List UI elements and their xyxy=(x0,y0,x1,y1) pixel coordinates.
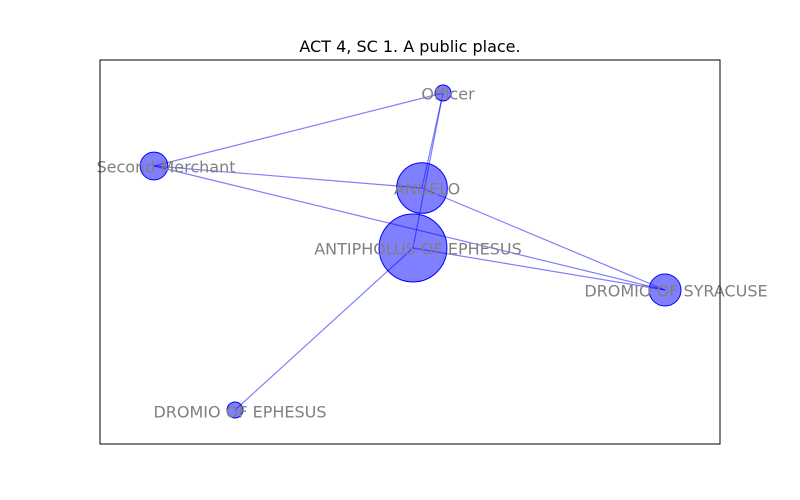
node-label-antipholus-of-ephesus: ANTIPHOLUS OF EPHESUS xyxy=(314,240,522,259)
edges-layer xyxy=(153,92,666,411)
edge-officer-second-merchant xyxy=(153,92,444,167)
node-second-merchant xyxy=(139,151,169,181)
chart-title: ACT 4, SC 1. A public place. xyxy=(299,37,520,56)
node-dromio-of-syracuse xyxy=(648,273,682,307)
node-officer xyxy=(434,84,452,102)
labels-layer: Officer Second Merchant ANGELO ANTIPHOLUS O… xyxy=(97,85,768,422)
edge-angelo-dromio-of-syracuse xyxy=(421,187,666,291)
node-dromio-of-ephesus xyxy=(226,401,244,419)
edge-antipholus-of-ephesus-dromio-of-ephesus xyxy=(234,247,414,411)
node-label-dromio-of-syracuse: DROMIO OF SYRACUSE xyxy=(584,282,767,301)
node-label-dromio-of-ephesus: DROMIO OF EPHESUS xyxy=(153,403,326,422)
node-angelo xyxy=(396,162,448,214)
edge-antipholus-of-ephesus-dromio-of-syracuse xyxy=(412,247,666,291)
nodes-layer xyxy=(139,84,682,419)
node-label-second-merchant: Second Merchant xyxy=(97,158,236,177)
node-antipholus-of-ephesus xyxy=(378,213,448,283)
node-label-officer: Officer xyxy=(421,85,475,104)
node-label-angelo: ANGELO xyxy=(394,180,460,199)
plot-frame xyxy=(99,59,721,445)
edge-second-merchant-angelo xyxy=(153,165,423,189)
